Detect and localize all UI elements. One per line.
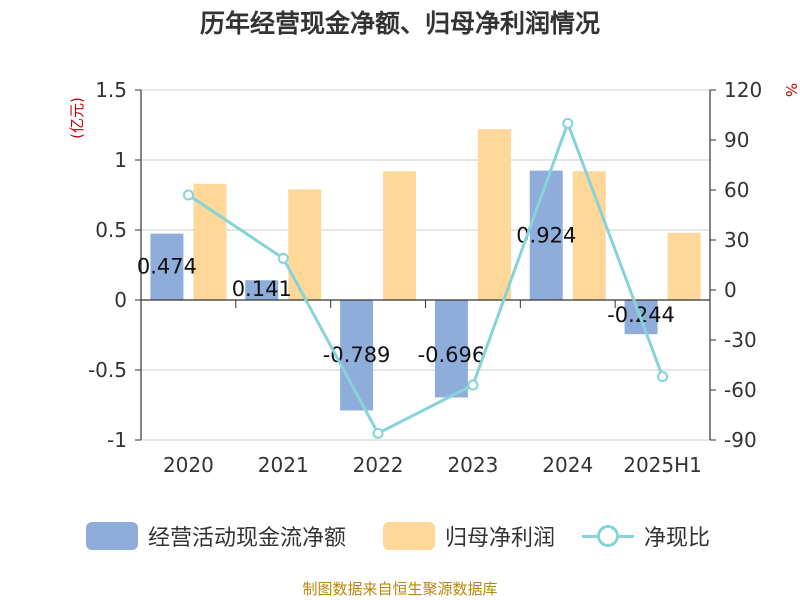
legend: 经营活动现金流净额 归母净利润 净现比 (0, 518, 800, 554)
ratio-point (562, 117, 574, 129)
bar-profit (667, 232, 701, 300)
legend-swatch-cash (86, 522, 138, 550)
bar-profit (383, 171, 417, 300)
cash-data-label: 0.141 (232, 277, 292, 301)
legend-item-profit[interactable]: 归母净利润 (383, 518, 555, 554)
category-label: 2023 (447, 453, 498, 477)
legend-item-ratio[interactable]: 净现比 (582, 518, 710, 554)
right-tick-label: 30 (724, 228, 749, 252)
bar-cash (434, 300, 468, 398)
legend-swatch-ratio (582, 522, 634, 550)
category-label: 2025H1 (623, 453, 702, 477)
legend-label-cash: 经营活动现金流净额 (148, 526, 347, 551)
legend-label-profit: 归母净利润 (445, 526, 556, 551)
bar-profit (572, 171, 606, 300)
right-tick-label: 60 (724, 178, 749, 202)
ratio-point (277, 252, 289, 264)
chart-title: 历年经营现金净额、归母净利润情况 (199, 9, 600, 38)
bar-cash (529, 170, 563, 300)
left-axis-unit: (亿元) (68, 97, 86, 139)
left-tick-label: 1.5 (95, 78, 127, 102)
ratio-point (182, 189, 194, 201)
cash-data-label: -0.789 (323, 343, 391, 367)
right-tick-label: -90 (724, 428, 757, 452)
bar-profit (477, 129, 511, 300)
category-label: 2021 (258, 453, 309, 477)
right-axis-unit: % (782, 83, 800, 97)
cash-data-label: 0.474 (137, 255, 197, 279)
left-tick-label: -0.5 (88, 358, 127, 382)
bar-cash (245, 280, 279, 300)
left-tick-label: 0 (114, 288, 127, 312)
left-tick-label: 0.5 (95, 218, 127, 242)
ratio-point (467, 379, 479, 391)
ratio-line (187, 118, 664, 436)
cash-data-label: -0.696 (418, 343, 486, 367)
bar-cash (150, 233, 184, 300)
left-tick-label: -1 (107, 428, 127, 452)
category-label: 2022 (353, 453, 404, 477)
right-tick-label: 120 (724, 78, 762, 102)
legend-label-ratio: 净现比 (644, 526, 711, 551)
category-label: 2024 (542, 453, 593, 477)
right-tick-label: -30 (724, 328, 757, 352)
category-label: 2020 (163, 453, 214, 477)
legend-item-cash[interactable]: 经营活动现金流净额 (86, 518, 346, 554)
ratio-point (657, 371, 669, 383)
source-note: 制图数据来自恒生聚源数据库 (302, 580, 498, 598)
left-tick-label: 1 (114, 148, 127, 172)
bar-profit (288, 189, 322, 300)
legend-swatch-profit (383, 522, 435, 550)
right-tick-label: -60 (724, 378, 757, 402)
right-tick-label: 0 (724, 278, 737, 302)
ratio-point (372, 427, 384, 439)
right-tick-label: 90 (724, 128, 749, 152)
